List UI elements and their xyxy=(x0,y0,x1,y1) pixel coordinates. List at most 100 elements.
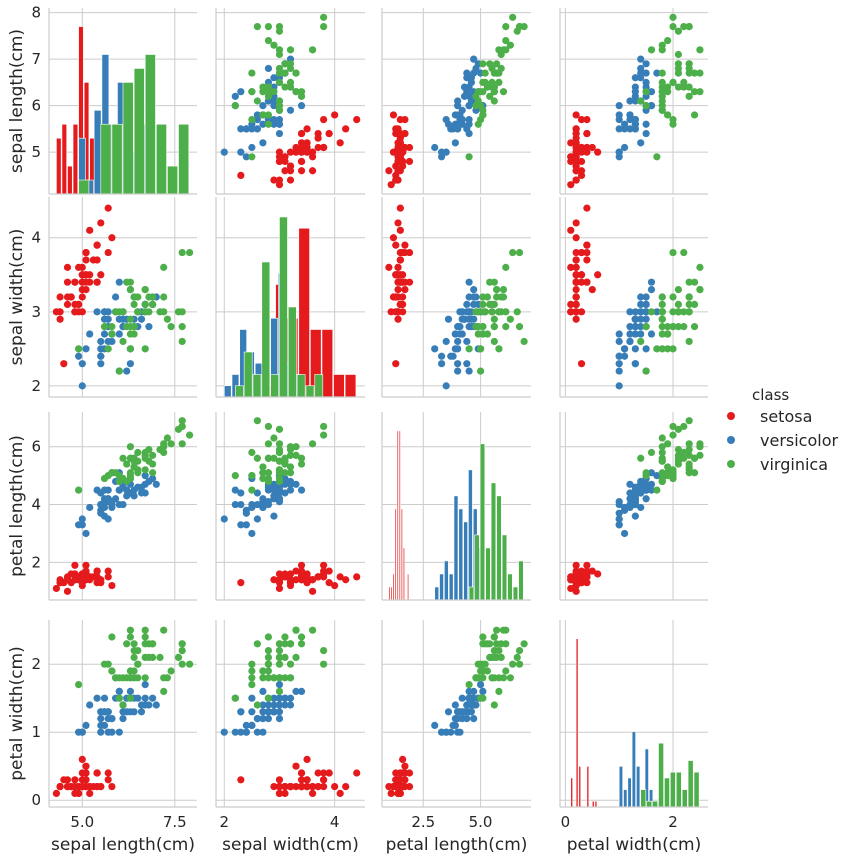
point-virginica xyxy=(126,626,134,634)
y-tick-label: 5 xyxy=(31,143,41,161)
point-virginica xyxy=(178,417,186,425)
point-setosa xyxy=(270,176,278,184)
point-virginica xyxy=(108,667,116,675)
point-versicolor xyxy=(476,681,485,689)
point-virginica xyxy=(248,116,256,124)
point-versicolor xyxy=(86,330,94,338)
point-versicolor xyxy=(78,382,86,390)
point-setosa xyxy=(567,139,575,147)
point-versicolor xyxy=(259,139,267,147)
point-versicolor xyxy=(270,694,278,702)
point-versicolor xyxy=(454,360,462,368)
point-setosa xyxy=(325,567,333,575)
point-virginica xyxy=(100,323,109,331)
point-versicolor xyxy=(637,293,645,301)
point-setosa xyxy=(320,776,328,784)
point-setosa xyxy=(394,776,402,784)
point-versicolor xyxy=(647,486,656,494)
point-setosa xyxy=(394,148,402,156)
y-tick-label: 2 xyxy=(31,655,41,673)
point-setosa xyxy=(63,278,72,286)
point-virginica xyxy=(474,660,482,668)
point-virginica xyxy=(275,46,284,54)
point-virginica xyxy=(286,446,295,454)
point-versicolor xyxy=(145,323,153,331)
point-versicolor xyxy=(615,521,623,529)
x-tick-label: 7.5 xyxy=(163,813,187,831)
point-virginica xyxy=(513,308,521,316)
point-virginica xyxy=(275,469,284,477)
panel-sw-vs-pl xyxy=(381,197,531,398)
point-virginica xyxy=(479,694,487,702)
point-virginica xyxy=(270,41,278,49)
point-virginica xyxy=(658,293,666,301)
hist-bar-versicolor xyxy=(223,385,232,398)
point-setosa xyxy=(342,783,350,791)
point-virginica xyxy=(685,300,693,309)
hist-bar-virginica xyxy=(490,482,497,601)
point-setosa xyxy=(331,783,339,791)
point-setosa xyxy=(396,256,404,264)
point-virginica xyxy=(669,431,677,439)
point-virginica xyxy=(281,640,289,648)
panel-sl-vs-pw xyxy=(559,8,708,195)
point-virginica xyxy=(642,469,650,477)
point-versicolor xyxy=(86,701,94,709)
point-versicolor xyxy=(479,687,487,696)
point-setosa xyxy=(303,125,311,133)
point-virginica xyxy=(160,308,168,316)
point-setosa xyxy=(396,226,404,234)
point-virginica xyxy=(275,23,284,31)
point-setosa xyxy=(82,570,90,578)
point-setosa xyxy=(392,125,400,133)
point-virginica xyxy=(248,674,256,682)
point-virginica xyxy=(658,345,666,353)
point-versicolor xyxy=(253,515,261,523)
point-setosa xyxy=(93,241,101,249)
point-virginica xyxy=(281,69,289,77)
point-setosa xyxy=(320,143,328,152)
point-versicolor xyxy=(444,708,453,716)
y-tick-label: 6 xyxy=(31,97,41,115)
point-virginica xyxy=(259,111,267,119)
point-versicolor xyxy=(431,721,439,730)
point-virginica xyxy=(253,701,261,709)
point-virginica xyxy=(506,674,514,682)
point-virginica xyxy=(685,460,693,468)
point-virginica xyxy=(292,451,300,459)
point-setosa xyxy=(78,271,86,279)
point-setosa xyxy=(572,234,580,242)
point-virginica xyxy=(119,454,127,462)
legend-label-virginica: virginica xyxy=(760,455,828,474)
point-versicolor xyxy=(119,483,127,491)
point-virginica xyxy=(653,345,661,353)
point-versicolor xyxy=(141,472,149,480)
point-virginica xyxy=(141,653,149,662)
point-versicolor xyxy=(626,97,634,105)
point-versicolor xyxy=(104,728,112,736)
point-versicolor xyxy=(458,308,466,316)
point-virginica xyxy=(112,469,120,477)
point-virginica xyxy=(490,323,498,331)
point-setosa xyxy=(303,755,311,764)
point-versicolor xyxy=(442,337,450,346)
point-setosa xyxy=(63,783,72,791)
point-setosa xyxy=(394,293,402,301)
point-versicolor xyxy=(626,500,634,509)
point-versicolor xyxy=(237,521,245,529)
x-axis-label: sepal length(cm) xyxy=(51,835,195,855)
point-setosa xyxy=(303,148,311,156)
point-virginica xyxy=(486,60,494,68)
point-setosa xyxy=(572,219,580,227)
point-virginica xyxy=(495,78,503,86)
point-virginica xyxy=(115,694,123,702)
point-virginica xyxy=(479,300,487,309)
point-virginica xyxy=(270,454,278,462)
panel-pl-vs-pl xyxy=(381,412,531,601)
point-versicolor xyxy=(253,715,261,723)
point-setosa xyxy=(63,300,72,309)
point-versicolor xyxy=(115,315,123,323)
point-versicolor xyxy=(281,474,289,483)
point-virginica xyxy=(160,448,168,457)
point-setosa xyxy=(275,570,284,578)
